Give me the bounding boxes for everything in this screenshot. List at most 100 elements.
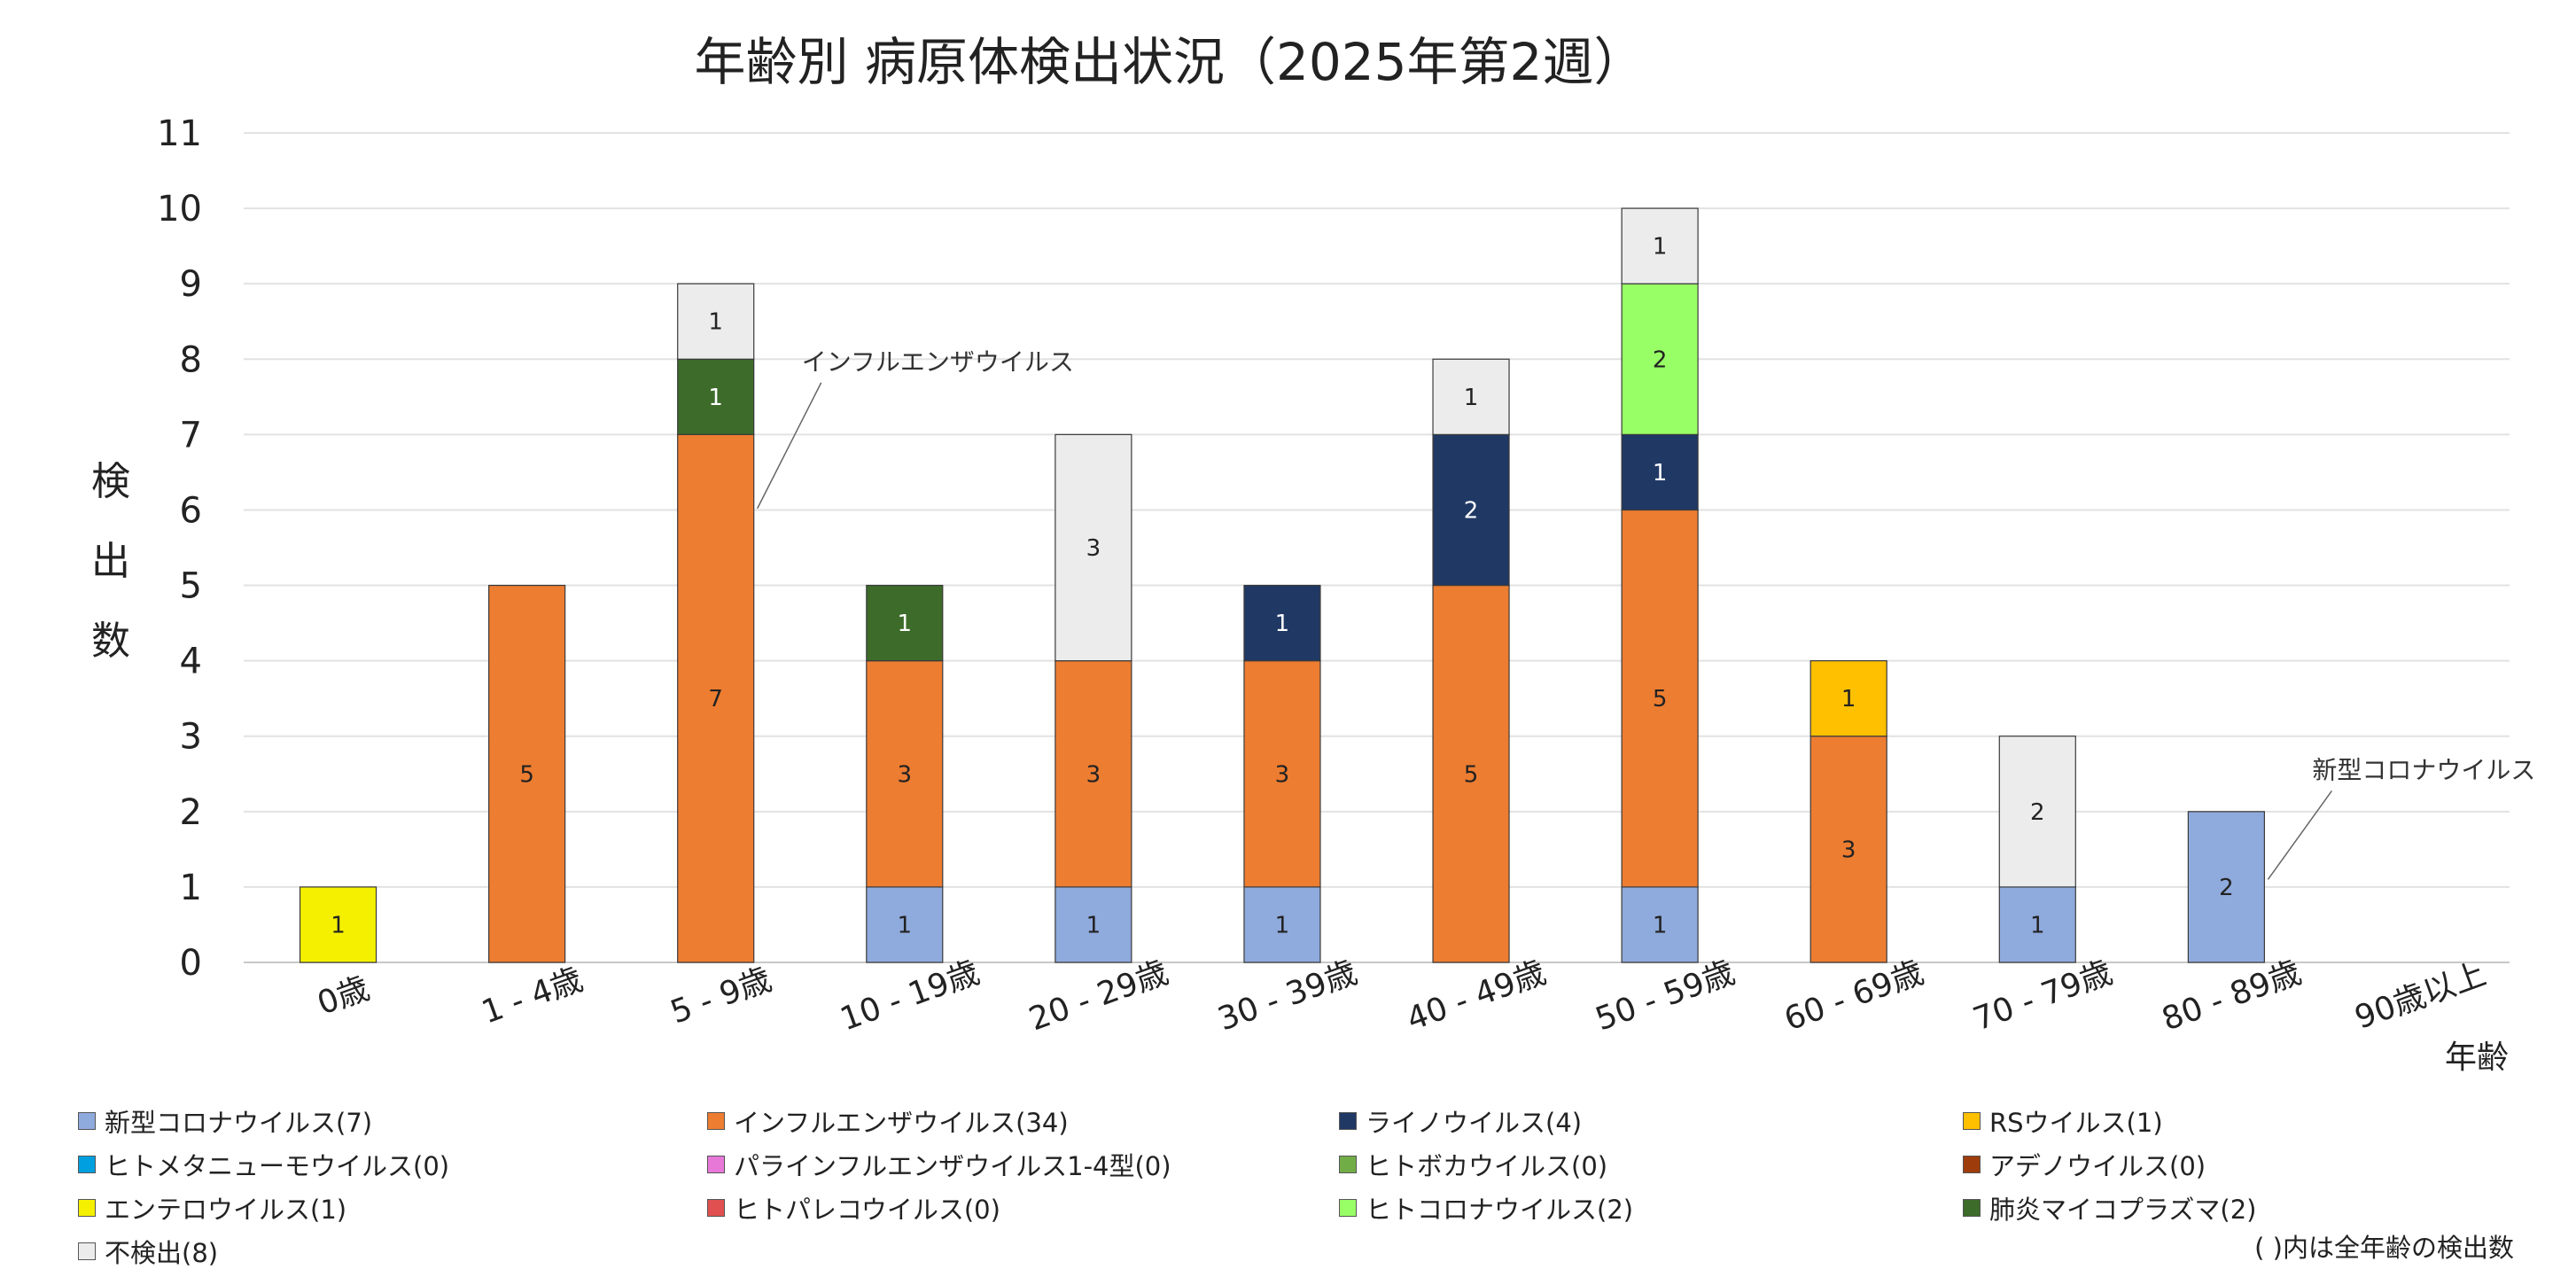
- legend-label: ヒトコロナウイルス(2): [1366, 1195, 1634, 1225]
- bar-segment: [1243, 660, 1321, 888]
- y-tick-label: 7: [180, 415, 202, 456]
- legend-item: アデノウイルス(0): [1963, 1147, 2206, 1182]
- bar-segment: [1621, 207, 1699, 284]
- data-label: 1: [331, 912, 346, 938]
- legend-swatch: [707, 1156, 725, 1173]
- bar-segment: [1055, 886, 1132, 963]
- data-label: 1: [1275, 611, 1290, 637]
- legend-swatch: [1963, 1199, 1981, 1217]
- data-label: 3: [898, 761, 913, 788]
- legend-label: 新型コロナウイルス(7): [105, 1108, 373, 1138]
- x-tick-label: 10 - 19歳: [836, 954, 984, 1038]
- y-tick-label: 8: [180, 339, 202, 380]
- bars: 1 5 7 1 1 1 3 1 1 3 3 1 3 1 5 2 1 1 5 1 2 1 3 1 1 2 2: [299, 207, 2265, 963]
- y-tick-label: 9: [180, 264, 202, 305]
- bar-segment: [1809, 660, 1887, 737]
- bar-segment: [866, 584, 944, 662]
- annotation-leader: [757, 382, 822, 510]
- data-label: 5: [1464, 761, 1479, 788]
- legend-swatch: [78, 1242, 96, 1260]
- data-label: 5: [519, 761, 534, 788]
- legend-label: アデノウイルス(0): [1989, 1151, 2206, 1181]
- chart-title: 年齢別 病原体検出状況（2025年第2週）: [695, 32, 1646, 92]
- data-label: 1: [1841, 686, 1856, 712]
- legend-swatch: [707, 1112, 725, 1130]
- bar-segment: [2187, 811, 2265, 963]
- legend-item: エンテロウイルス(1): [78, 1190, 346, 1226]
- y-axis-label-char: 数: [91, 619, 130, 664]
- legend-label: インフルエンザウイルス(34): [734, 1108, 1069, 1138]
- gridlines: [244, 132, 2510, 963]
- y-tick-label: 0: [180, 943, 202, 984]
- legend-swatch: [1963, 1112, 1981, 1130]
- legend-swatch: [1339, 1199, 1357, 1217]
- x-tick-label: 70 - 79歳: [1969, 954, 2118, 1038]
- x-tick-label: 40 - 49歳: [1402, 954, 1551, 1038]
- bar-segment: [677, 358, 755, 435]
- bar-segment: [1432, 358, 1510, 435]
- y-tick-label: 6: [180, 490, 202, 531]
- legend-swatch: [78, 1112, 96, 1130]
- data-label: 3: [1841, 837, 1856, 863]
- bar-segment: [1621, 283, 1699, 435]
- legend-swatch: [78, 1156, 96, 1173]
- legend-label: ヒトメタニューモウイルス(0): [105, 1151, 450, 1181]
- legend-label: RSウイルス(1): [1989, 1108, 2163, 1138]
- bar-segment: [1243, 886, 1321, 963]
- legend-item: ライノウイルス(4): [1339, 1103, 1582, 1139]
- bar-segment: [1621, 433, 1699, 511]
- data-label: 1: [708, 385, 723, 411]
- data-label: 1: [1653, 912, 1668, 938]
- data-label: 3: [1086, 535, 1101, 562]
- data-label: 1: [1653, 460, 1668, 487]
- data-label: 1: [898, 912, 913, 938]
- bar-segment: [1998, 736, 2076, 888]
- legend-swatch: [78, 1199, 96, 1217]
- legend-label: ライノウイルス(4): [1366, 1108, 1583, 1138]
- legend-label: ヒトパレコウイルス(0): [734, 1195, 1000, 1225]
- bar-segment: [488, 584, 566, 963]
- legend: 新型コロナウイルス(7) インフルエンザウイルス(34) ライノウイルス(4) RSウ…: [78, 1103, 2541, 1268]
- legend-item: パラインフルエンザウイルス1-4型(0): [707, 1147, 1171, 1182]
- data-label: 1: [1086, 912, 1101, 938]
- bar-segment: [299, 886, 377, 963]
- footnote: ( )内は全年齢の検出数: [2254, 1233, 2514, 1263]
- data-label: 1: [1653, 234, 1668, 261]
- legend-label: パラインフルエンザウイルス1-4型(0): [734, 1151, 1171, 1181]
- y-axis-label-char: 検: [91, 459, 130, 504]
- y-tick-label: 1: [180, 868, 202, 908]
- y-tick-labels: 0 1 2 3 4 5 6 7 8 9 10 11: [157, 113, 202, 984]
- bar-segment: [677, 283, 755, 360]
- data-label: 1: [1275, 912, 1290, 938]
- bar-segment: [1621, 509, 1699, 888]
- legend-swatch: [1339, 1156, 1357, 1173]
- bar-segment: [677, 433, 755, 963]
- data-label: 7: [708, 686, 723, 712]
- x-axis-label: 年齢: [2445, 1040, 2509, 1076]
- legend-swatch: [1963, 1156, 1981, 1173]
- x-tick-label: 1 - 4歳: [477, 962, 588, 1032]
- y-tick-label: 3: [180, 717, 202, 758]
- data-label: 1: [708, 309, 723, 336]
- data-label: 5: [1653, 686, 1668, 712]
- y-tick-label: 4: [180, 642, 202, 682]
- legend-item: ヒトコロナウイルス(2): [1339, 1190, 1633, 1226]
- x-tick-label: 5 - 9歳: [665, 962, 776, 1032]
- bar-segment: [1243, 584, 1321, 662]
- bar-segment: [1432, 433, 1510, 587]
- data-label: 1: [2030, 912, 2045, 938]
- legend-item: 不検出(8): [78, 1234, 218, 1269]
- data-label: 2: [2219, 875, 2234, 901]
- y-tick-label: 10: [157, 189, 202, 230]
- data-label: 3: [1275, 761, 1290, 788]
- y-axis-label-char: 出: [91, 539, 130, 584]
- bar-segment: [866, 660, 944, 888]
- bar-segment: [1432, 584, 1510, 963]
- x-tick-label: 0歳: [313, 970, 374, 1023]
- annotation-label: インフルエンザウイルス: [802, 347, 1074, 377]
- legend-label: ヒトボカウイルス(0): [1366, 1151, 1608, 1181]
- legend-item: ヒトパレコウイルス(0): [707, 1190, 1000, 1226]
- legend-label: 不検出(8): [105, 1238, 219, 1268]
